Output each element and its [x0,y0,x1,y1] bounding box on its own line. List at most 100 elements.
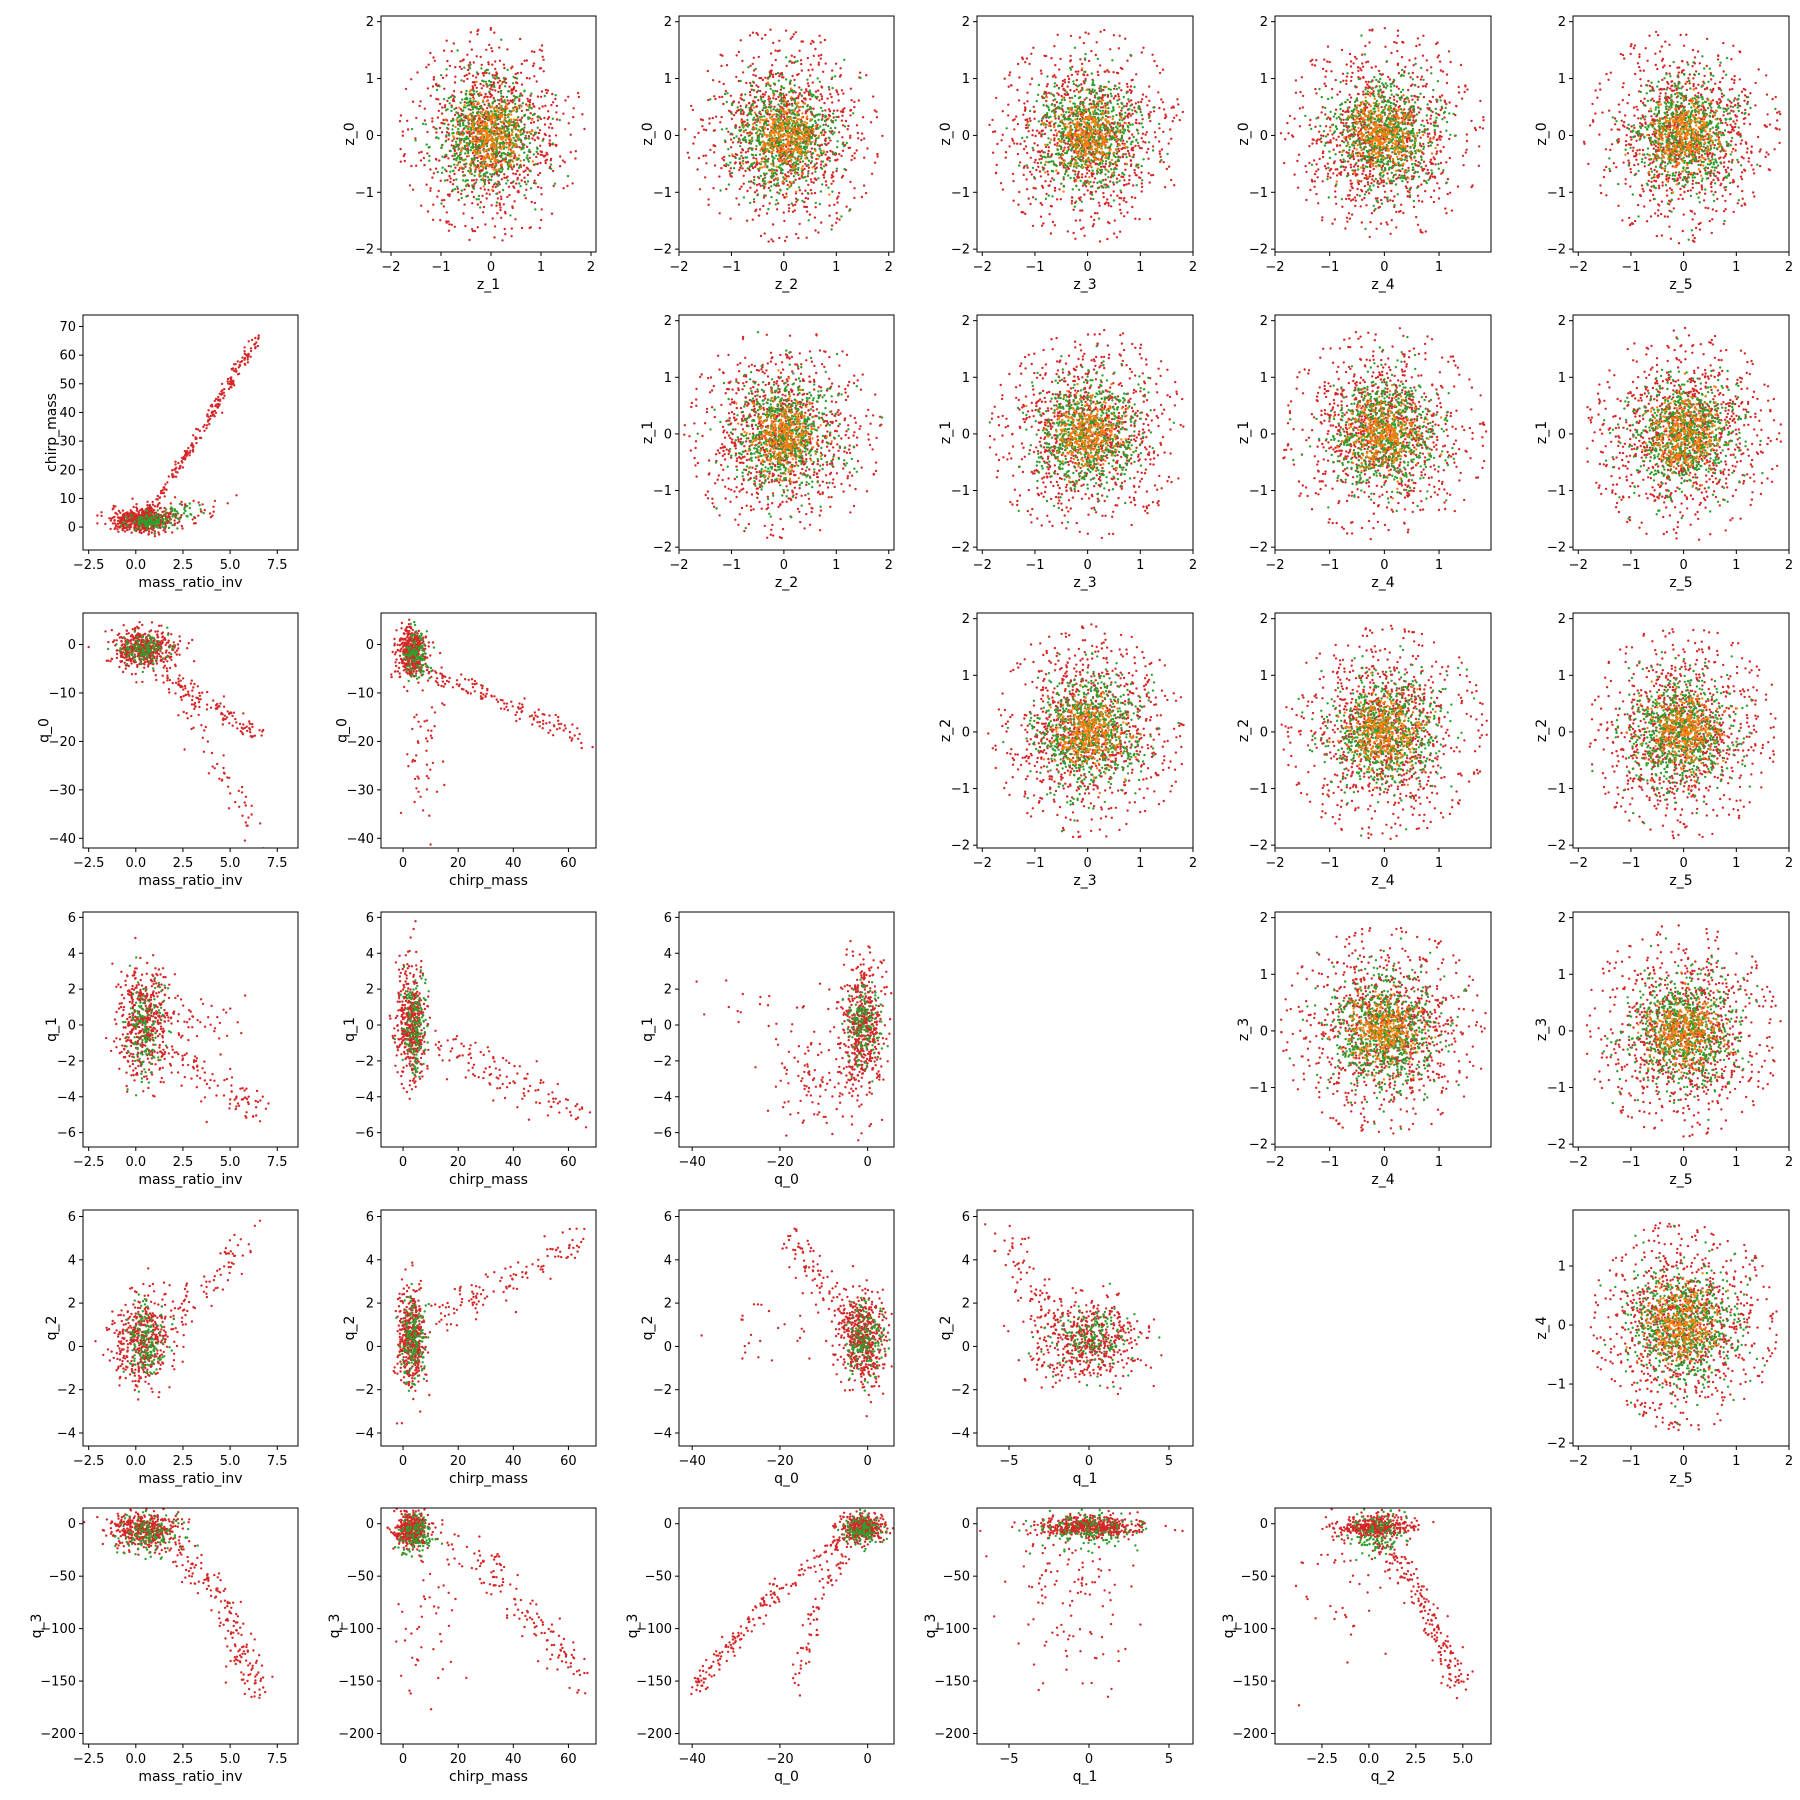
data-point [481,115,484,118]
data-point [539,150,542,153]
data-point [500,170,503,173]
data-point [739,79,742,83]
data-point [754,95,758,99]
data-point [1032,186,1035,190]
data-point [1106,93,1110,97]
data-point [1099,30,1102,33]
data-point [521,144,525,148]
data-point [758,143,762,146]
data-point [493,31,496,34]
data-point [1029,119,1032,123]
data-point [458,133,461,136]
data-point [1070,73,1074,77]
data-point [426,210,430,213]
data-point [408,184,412,187]
data-point [774,97,778,101]
data-point [792,129,795,133]
data-point [1022,173,1025,177]
data-point [803,201,806,204]
data-point [814,167,817,171]
data-point [752,69,756,72]
data-point [1024,212,1027,216]
data-point [764,155,768,158]
data-point [771,73,775,76]
data-point [488,103,491,107]
data-point [741,98,744,101]
data-point [835,115,838,119]
data-point [797,143,800,146]
data-point [1101,179,1104,182]
data-point [463,104,466,107]
data-point [779,140,783,144]
data-point [558,118,561,122]
data-point [445,68,448,71]
data-point [748,165,751,168]
data-point [1055,84,1059,87]
data-point [432,56,435,59]
data-point [780,145,783,148]
data-point [441,155,444,158]
data-point [796,60,799,63]
data-point [515,156,518,160]
data-point [495,192,498,195]
data-point [1125,183,1128,186]
data-point [799,59,803,62]
data-point [790,96,793,99]
data-point [432,76,436,79]
data-point [519,184,522,188]
data-point [502,128,505,131]
data-point [480,67,483,70]
data-point [1102,191,1105,195]
data-point [805,117,808,120]
data-point [784,100,787,103]
data-point [455,145,458,148]
data-point [777,110,781,114]
data-point [478,171,482,174]
data-point [1043,132,1047,136]
data-point [1030,52,1033,55]
data-point [473,170,477,174]
data-point [418,104,421,108]
data-point [1075,78,1079,82]
data-point [485,144,489,148]
data-point [464,106,467,109]
y-tick-label: 0 [366,129,374,144]
data-point [501,141,504,145]
data-point [547,126,551,129]
data-point [828,110,832,113]
data-point [1080,163,1084,166]
data-point [491,166,494,169]
data-point [793,100,797,103]
data-point [511,206,514,210]
data-point [747,134,751,137]
data-point [811,68,814,71]
data-point [769,189,772,192]
data-point [811,95,814,98]
data-point [528,141,532,145]
data-point [1053,186,1057,190]
data-point [525,76,529,80]
data-point [755,120,759,124]
data-point [415,164,418,167]
data-point [504,117,507,120]
data-point [764,121,768,125]
data-point [765,109,769,113]
data-point [718,212,721,215]
data-point [486,84,489,87]
data-point [739,108,743,111]
data-point [849,134,852,137]
data-point [473,92,476,96]
data-point [764,84,768,88]
data-point [1123,179,1126,182]
data-point [1067,146,1070,149]
data-point [491,173,494,176]
data-point [803,120,806,124]
data-point [829,127,832,130]
y-tick-label: 1 [366,72,374,87]
data-point [853,105,856,109]
data-point [1177,103,1180,106]
data-point [812,181,815,184]
data-point [828,204,831,207]
data-point [467,126,470,129]
data-point [448,134,451,137]
